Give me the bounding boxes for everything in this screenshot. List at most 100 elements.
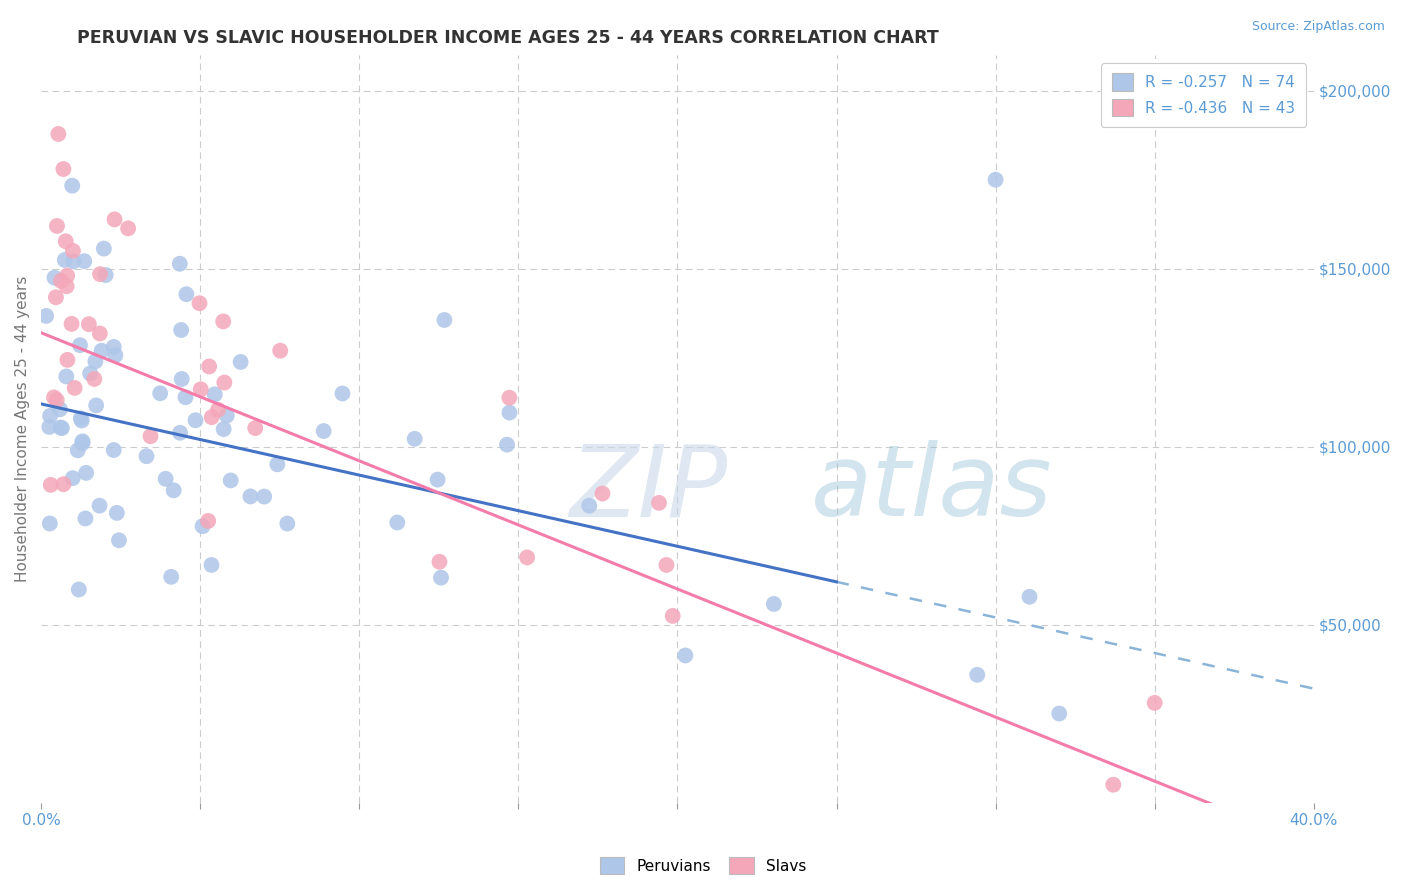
Point: [190, 382, 212, 396]
Point: [191, 519, 214, 533]
Text: Source: ZipAtlas.com: Source: ZipAtlas.com: [1251, 20, 1385, 33]
Point: [44, 270, 66, 285]
Point: [1143, 696, 1166, 710]
Point: [104, 348, 127, 362]
Point: [648, 496, 671, 510]
Point: [139, 429, 162, 443]
Point: [67, 582, 90, 597]
Point: [103, 340, 125, 354]
Point: [51, 421, 73, 435]
Point: [655, 558, 678, 572]
Point: [176, 287, 198, 301]
Text: atlas: atlas: [811, 440, 1053, 537]
Point: [70, 413, 93, 427]
Point: [62, 254, 84, 268]
Point: [1047, 706, 1070, 721]
Point: [239, 490, 262, 504]
Point: [55, 369, 77, 384]
Point: [62, 244, 84, 258]
Point: [1102, 778, 1125, 792]
Point: [219, 474, 242, 488]
Point: [253, 490, 276, 504]
Point: [204, 387, 226, 401]
Point: [135, 449, 157, 463]
Point: [42, 390, 65, 404]
Point: [48, 127, 70, 141]
Point: [269, 343, 291, 358]
Point: [90, 343, 112, 358]
Point: [108, 533, 131, 548]
Point: [197, 514, 219, 528]
Point: [430, 571, 453, 585]
Point: [332, 386, 354, 401]
Point: [117, 221, 139, 235]
Point: [184, 413, 207, 427]
Point: [163, 483, 186, 498]
Point: [56, 352, 79, 367]
Point: [426, 473, 449, 487]
Y-axis label: Householder Income Ages 25 - 44 years: Householder Income Ages 25 - 44 years: [15, 276, 30, 582]
Point: [77, 317, 100, 331]
Point: [984, 172, 1007, 186]
Point: [38, 516, 60, 531]
Point: [214, 376, 236, 390]
Point: [93, 242, 115, 256]
Text: ZIP: ZIP: [569, 440, 727, 537]
Point: [312, 424, 335, 438]
Point: [661, 608, 683, 623]
Point: [69, 338, 91, 352]
Point: [591, 486, 613, 500]
Point: [49, 402, 72, 417]
Point: [170, 372, 193, 386]
Point: [49, 420, 72, 434]
Point: [966, 668, 988, 682]
Point: [52, 477, 75, 491]
Point: [39, 478, 62, 492]
Point: [149, 386, 172, 401]
Point: [35, 309, 58, 323]
Point: [201, 410, 224, 425]
Point: [103, 443, 125, 458]
Point: [433, 313, 456, 327]
Point: [266, 458, 288, 472]
Point: [200, 558, 222, 572]
Legend: R = -0.257   N = 74, R = -0.436   N = 43: R = -0.257 N = 74, R = -0.436 N = 43: [1101, 62, 1306, 127]
Point: [75, 466, 97, 480]
Point: [94, 268, 117, 282]
Point: [56, 268, 79, 283]
Point: [84, 398, 107, 412]
Point: [169, 257, 191, 271]
Point: [55, 234, 77, 248]
Point: [103, 212, 125, 227]
Point: [496, 438, 519, 452]
Point: [429, 555, 451, 569]
Point: [45, 393, 67, 408]
Point: [53, 252, 76, 267]
Point: [673, 648, 696, 663]
Point: [516, 550, 538, 565]
Point: [198, 359, 221, 374]
Text: PERUVIAN VS SLAVIC HOUSEHOLDER INCOME AGES 25 - 44 YEARS CORRELATION CHART: PERUVIAN VS SLAVIC HOUSEHOLDER INCOME AG…: [77, 29, 939, 46]
Point: [155, 472, 177, 486]
Point: [60, 178, 83, 193]
Point: [1018, 590, 1040, 604]
Point: [55, 279, 77, 293]
Point: [75, 511, 97, 525]
Point: [212, 314, 235, 328]
Point: [188, 296, 211, 310]
Point: [404, 432, 426, 446]
Point: [174, 390, 197, 404]
Point: [72, 436, 94, 450]
Point: [170, 323, 193, 337]
Point: [498, 391, 520, 405]
Point: [762, 597, 785, 611]
Point: [84, 354, 107, 368]
Point: [79, 367, 101, 381]
Point: [49, 274, 72, 288]
Point: [89, 326, 111, 341]
Point: [69, 411, 91, 425]
Point: [66, 443, 89, 458]
Point: [39, 409, 62, 423]
Point: [245, 421, 267, 435]
Point: [215, 409, 238, 423]
